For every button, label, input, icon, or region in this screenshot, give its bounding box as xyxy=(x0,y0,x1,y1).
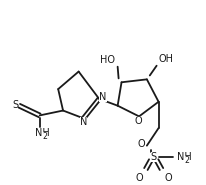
Text: O: O xyxy=(135,173,142,183)
Text: N: N xyxy=(99,92,106,102)
Text: OH: OH xyxy=(158,54,173,64)
Text: N: N xyxy=(80,117,87,127)
Text: NH: NH xyxy=(176,152,191,162)
Text: HO: HO xyxy=(100,55,115,65)
Text: O: O xyxy=(137,139,144,149)
Text: O: O xyxy=(134,116,141,126)
Text: 2: 2 xyxy=(42,132,47,141)
Text: S: S xyxy=(12,100,18,110)
Text: 2: 2 xyxy=(184,156,188,165)
Text: S: S xyxy=(150,152,156,162)
Text: NH: NH xyxy=(35,128,49,138)
Text: O: O xyxy=(164,173,171,183)
